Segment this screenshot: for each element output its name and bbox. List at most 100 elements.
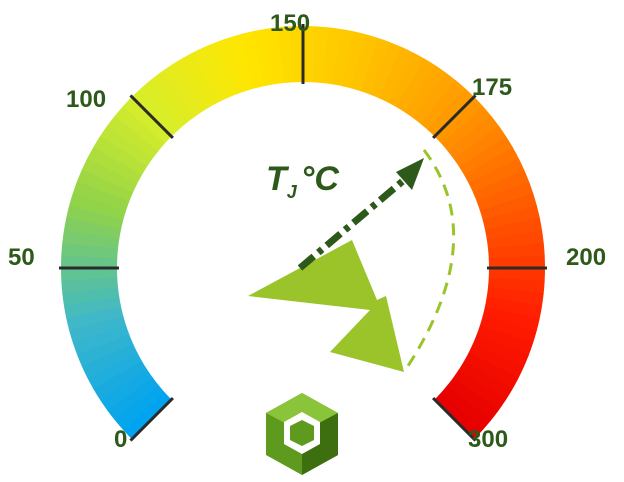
gauge-arc-segment	[87, 146, 143, 184]
gauge-arc-segment	[61, 277, 119, 294]
gauge-arc-segment	[69, 315, 127, 343]
gauge-arc-segment	[468, 343, 525, 379]
gauge-arc-segment	[303, 26, 317, 83]
gauge-arc-segment	[441, 106, 492, 152]
gauge-arc-segment	[114, 384, 165, 430]
gauge-arc-segment	[322, 27, 342, 85]
gauge-arc-segment	[464, 147, 519, 184]
gauge-arc-segment	[106, 376, 159, 421]
gauge-arc-segment	[61, 267, 118, 281]
gauge-arc-segment	[81, 157, 138, 193]
tick-mark	[432, 397, 477, 442]
dashed-range-arc	[402, 149, 456, 373]
gauge-arc-segment	[76, 334, 134, 367]
gauge-arc-segment	[476, 325, 534, 356]
gauge-arc-segment	[93, 360, 148, 400]
gauge-arc-segment	[66, 204, 124, 230]
gauge-arc-segment	[434, 392, 483, 440]
gauge-arc-segment	[182, 52, 219, 107]
gauge-arc-segment	[107, 115, 159, 159]
tick-mark	[129, 94, 174, 139]
gauge-arc-segment	[99, 368, 153, 411]
gauge-arc-segment	[216, 37, 246, 95]
gauge-arc-segment	[488, 255, 545, 269]
cube-logo-icon	[266, 393, 338, 475]
gauge-ticks	[59, 24, 547, 442]
gauge-arc-segment	[69, 192, 127, 220]
gauge-arc-segment	[487, 242, 545, 259]
gauge-arc-segment	[447, 115, 500, 160]
gauge-arc-segment	[100, 125, 153, 167]
gauge-arc-segment	[61, 242, 119, 259]
tick-label-175: 175	[472, 74, 513, 101]
gauge-arc-segment	[77, 168, 134, 202]
gauge-arc-segment	[360, 37, 391, 95]
gauge-arc-segment	[387, 52, 425, 108]
gauge-arc-segment	[87, 352, 142, 389]
gauge-arc-segment	[453, 125, 507, 168]
gauge-arc-segment	[93, 135, 148, 175]
gauge-arc-segment	[228, 34, 256, 92]
tick-label-300: 300	[468, 426, 509, 453]
gauge-arc-segment	[378, 46, 414, 103]
gauge-arc-segment	[66, 306, 124, 331]
gauge-arc	[61, 26, 545, 440]
gauge-arc-segment	[476, 181, 534, 211]
gauge-arc-segment	[160, 64, 203, 118]
gauge-arc-segment	[479, 316, 537, 344]
gauge-arc-segment	[141, 79, 187, 130]
gauge-arc-segment	[63, 296, 122, 319]
gauge-arc-segment	[72, 325, 130, 355]
gauge-arc-segment	[114, 105, 166, 151]
tick-label-50: 50	[8, 244, 35, 271]
gauge-arc-segment	[351, 34, 379, 92]
gauge-arc-segment	[482, 205, 540, 230]
gauge-arc-segment	[81, 343, 138, 378]
gauge-arc-segment	[171, 58, 211, 113]
gauge-arc-segment	[62, 229, 120, 249]
gauge-arc-segment	[332, 28, 354, 87]
gauge-arc-segment	[427, 88, 475, 137]
gauge-arc-segment	[458, 136, 513, 176]
tj-subscript: J	[286, 182, 297, 202]
gauge-arc-segment	[486, 287, 544, 307]
gauge-arc-segment	[488, 268, 545, 282]
gauge-arc-segment	[463, 352, 519, 390]
gauge-arc-segment	[396, 58, 436, 113]
gauge-arc-segment	[123, 96, 172, 144]
tick-mark	[129, 397, 174, 442]
gauge-arc-segment	[204, 41, 237, 99]
gauge-arc-segment	[484, 217, 543, 240]
tick-label-0: 0	[114, 426, 128, 453]
gauge-arc-segment	[404, 65, 446, 118]
dash-dot-arrow-icon	[297, 158, 424, 271]
gauge-arc-segment	[150, 71, 195, 124]
tick-label-100: 100	[66, 86, 107, 113]
gauge-arc-segment	[131, 87, 179, 137]
gauge-arc-segment	[193, 46, 228, 103]
gauge-arc-segment	[312, 26, 329, 84]
gauge-arc-segment	[420, 79, 466, 131]
gauge-arc-segment	[72, 180, 130, 211]
gauge-arc-segment	[447, 377, 499, 421]
gauge-arc-segment	[277, 26, 294, 84]
gauge-arc-segment	[472, 169, 530, 202]
junction-temperature-label: TJ °C	[266, 160, 339, 202]
gauge-arc-segment	[290, 26, 304, 83]
gauge-arc-segment	[63, 217, 122, 239]
gauge-arc-segment	[472, 334, 529, 368]
gauge-arc-segment	[240, 31, 265, 89]
tj-symbol: T	[266, 160, 287, 198]
tick-label-150: 150	[270, 10, 311, 37]
tick-label-200: 200	[566, 244, 607, 271]
tj-unit: °C	[300, 160, 339, 198]
tick-mark	[432, 94, 477, 139]
gauge-arc-segment	[341, 31, 367, 89]
gauge-arc-segment	[468, 158, 525, 193]
lightning-arrow-icon	[248, 240, 404, 372]
gauge-arc-segment	[440, 385, 492, 431]
gauge-arc-segment	[484, 297, 543, 319]
gauge-arc-segment	[453, 369, 506, 411]
gauge-arc-segment	[434, 96, 484, 144]
gauge-arc-segment	[458, 361, 513, 401]
